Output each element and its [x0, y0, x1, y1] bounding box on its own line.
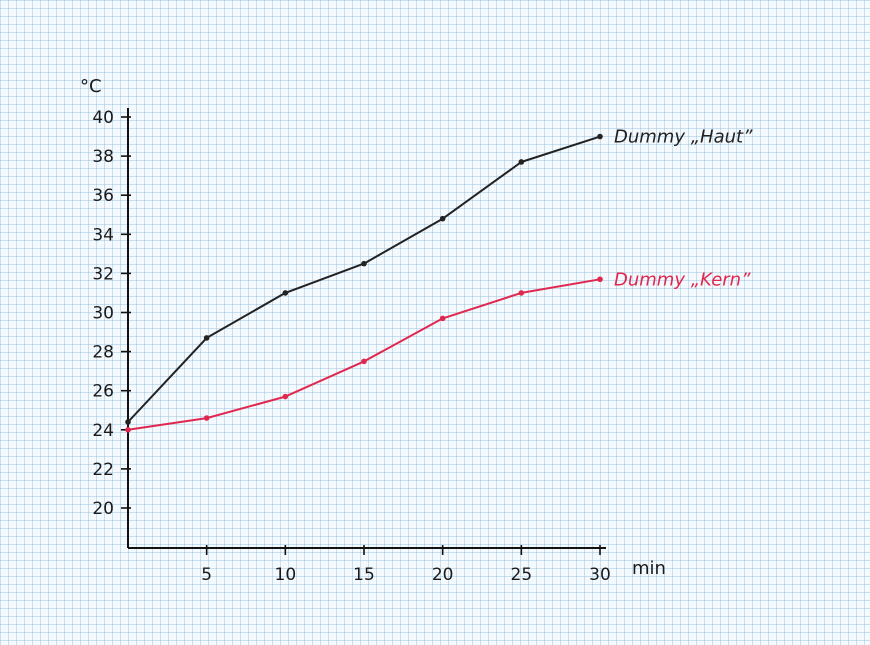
y-tick-label: 32 [92, 264, 114, 284]
data-point [282, 290, 289, 296]
data-point [125, 427, 131, 433]
y-tick-label: 22 [92, 460, 114, 480]
x-tick-label: 15 [353, 565, 375, 585]
series-line-0 [127, 135, 601, 423]
y-tick-label: 36 [92, 186, 114, 206]
data-point [203, 415, 210, 421]
x-tick-label: 25 [511, 565, 533, 585]
data-point [597, 133, 603, 140]
x-ticks: 5 10 15 20 25 30 [201, 545, 611, 585]
x-tick-label: 5 [201, 565, 212, 585]
data-point [361, 260, 367, 267]
y-tick-label: 28 [92, 343, 114, 363]
y-tick-label: 24 [92, 421, 114, 441]
y-axis-unit: °C [80, 76, 102, 97]
data-point [439, 315, 446, 322]
data-point [518, 159, 525, 165]
x-tick-label: 10 [275, 565, 297, 585]
data-point [361, 358, 367, 365]
series-line-1 [127, 278, 601, 431]
series-label-1: Dummy „Kern” [614, 269, 751, 290]
y-tick-label: 38 [92, 147, 114, 167]
x-tick-label: 30 [589, 565, 611, 585]
data-point [597, 276, 603, 283]
series-group: Dummy „Haut” Dummy „Kern” [125, 127, 753, 433]
data-point [282, 393, 289, 400]
axes [127, 108, 606, 549]
y-tick-label: 40 [92, 108, 114, 128]
data-point [125, 419, 131, 425]
y-tick-label: 20 [92, 499, 114, 519]
data-point [518, 290, 525, 296]
x-tick-label: 20 [432, 565, 454, 585]
x-axis-unit: min [632, 558, 666, 579]
series-label-0: Dummy „Haut” [614, 127, 753, 148]
data-point [439, 215, 446, 222]
y-ticks: 20 22 24 26 28 30 32 34 36 38 40 [92, 108, 131, 519]
y-tick-label: 34 [92, 225, 114, 245]
y-tick-label: 26 [92, 382, 114, 402]
y-tick-label: 30 [92, 304, 114, 324]
data-point [203, 335, 210, 341]
